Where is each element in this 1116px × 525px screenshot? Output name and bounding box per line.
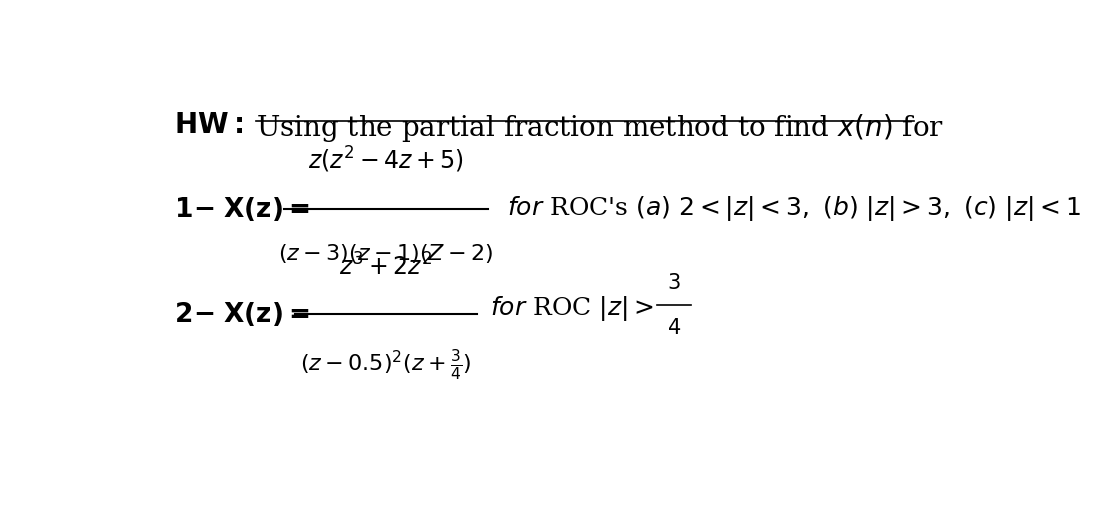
- Text: $\mathit{for}$ ROC's $(a)\ 2 < |z| < 3,\ (b)\ |z| > 3,\ (c)\ |z| < 1$: $\mathit{for}$ ROC's $(a)\ 2 < |z| < 3,\…: [507, 194, 1081, 223]
- Text: $\bf{HW:}$: $\bf{HW:}$: [174, 111, 243, 139]
- Text: $(z-0.5)^2(z+\frac{3}{4})$: $(z-0.5)^2(z+\frac{3}{4})$: [300, 347, 472, 382]
- Text: $\bf{2\!-\!\;X(z) =}$: $\bf{2\!-\!\;X(z) =}$: [174, 300, 309, 328]
- Text: $4$: $4$: [667, 318, 681, 338]
- Text: Using the partial fraction method to find $x(n)$ for: Using the partial fraction method to fin…: [257, 111, 944, 143]
- Text: $z^3+2z^2$: $z^3+2z^2$: [339, 253, 433, 280]
- Text: $\mathit{for}$ ROC $|z| >$: $\mathit{for}$ ROC $|z| >$: [490, 295, 654, 323]
- Text: $3$: $3$: [667, 274, 681, 293]
- Text: $\bf{1\!-\!\;X(z) =}$: $\bf{1\!-\!\;X(z) =}$: [174, 195, 309, 223]
- Text: $(z-3)(z-1)(Z-2)$: $(z-3)(z-1)(Z-2)$: [278, 242, 493, 265]
- Text: $z(z^2-4z+5)$: $z(z^2-4z+5)$: [308, 145, 464, 175]
